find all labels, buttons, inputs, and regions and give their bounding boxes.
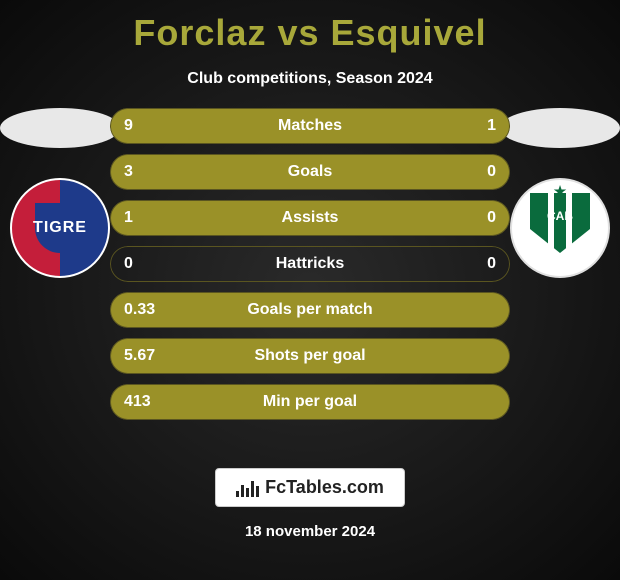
player-right-photo xyxy=(500,108,620,148)
player-left-photo xyxy=(0,108,120,148)
player-left-column: TIGRE xyxy=(0,108,120,278)
stat-label: Assists xyxy=(110,209,510,227)
subtitle: Club competitions, Season 2024 xyxy=(0,70,620,88)
stat-label: Shots per goal xyxy=(110,347,510,365)
badge-cab-text: CAB xyxy=(530,209,590,223)
stat-row: 3Goals0 xyxy=(110,154,510,190)
stat-label: Matches xyxy=(110,117,510,135)
fctables-logo: FcTables.com xyxy=(215,468,405,507)
team-badge-cab: ★ CAB xyxy=(510,178,610,278)
stat-label: Min per goal xyxy=(110,393,510,411)
stat-row: 1Assists0 xyxy=(110,200,510,236)
shield-icon: ★ CAB xyxy=(530,193,590,263)
comparison-content: TIGRE ★ CAB 9Matches13Goals01Assists00Ha… xyxy=(0,108,620,458)
stat-label: Goals per match xyxy=(110,301,510,319)
page-title: Forclaz vs Esquivel xyxy=(0,0,620,54)
stat-value-right: 0 xyxy=(487,209,496,227)
badge-tigre-text: TIGRE xyxy=(33,219,87,237)
stats-container: 9Matches13Goals01Assists00Hattricks00.33… xyxy=(110,108,510,430)
stat-row: 0Hattricks0 xyxy=(110,246,510,282)
stat-row: 9Matches1 xyxy=(110,108,510,144)
stat-row: 0.33Goals per match xyxy=(110,292,510,328)
stat-value-right: 0 xyxy=(487,255,496,273)
footer: FcTables.com 18 november 2024 xyxy=(0,468,620,540)
logo-text: FcTables.com xyxy=(265,477,384,498)
stat-row: 413Min per goal xyxy=(110,384,510,420)
stat-value-right: 1 xyxy=(487,117,496,135)
team-badge-tigre: TIGRE xyxy=(10,178,110,278)
stat-value-right: 0 xyxy=(487,163,496,181)
stat-label: Goals xyxy=(110,163,510,181)
stat-row: 5.67Shots per goal xyxy=(110,338,510,374)
player-right-column: ★ CAB xyxy=(500,108,620,278)
date-text: 18 november 2024 xyxy=(245,523,375,540)
chart-icon xyxy=(236,479,259,497)
stat-label: Hattricks xyxy=(110,255,510,273)
